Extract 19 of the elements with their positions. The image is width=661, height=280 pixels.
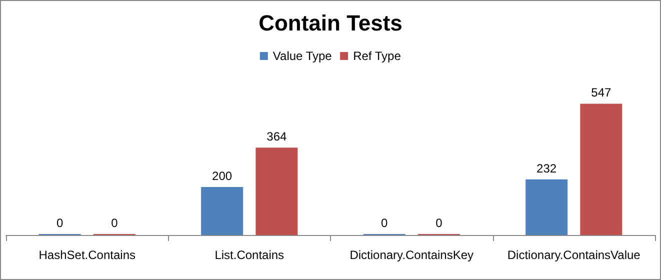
bar <box>580 104 622 235</box>
x-tick-label: Dictionary.ContainsValue <box>507 248 641 262</box>
data-label: 232 <box>536 161 557 176</box>
data-label: 364 <box>266 130 288 144</box>
bar <box>201 187 244 235</box>
bar <box>526 179 568 235</box>
legend-label: Ref Type <box>353 49 402 63</box>
chart-title: Contain Tests <box>258 10 402 36</box>
data-label: 0 <box>380 216 388 230</box>
x-tick-label: HashSet.Contains <box>38 248 136 262</box>
data-label: 0 <box>111 216 118 230</box>
data-label: 0 <box>56 216 64 230</box>
bar <box>256 148 298 235</box>
data-label: 0 <box>436 216 443 230</box>
data-label: 547 <box>591 86 612 100</box>
legend-label: Value Type <box>272 49 332 63</box>
x-tick-label: Dictionary.ContainsKey <box>350 248 474 262</box>
x-tick-label: List.Contains <box>214 248 284 262</box>
data-label: 200 <box>212 169 232 183</box>
